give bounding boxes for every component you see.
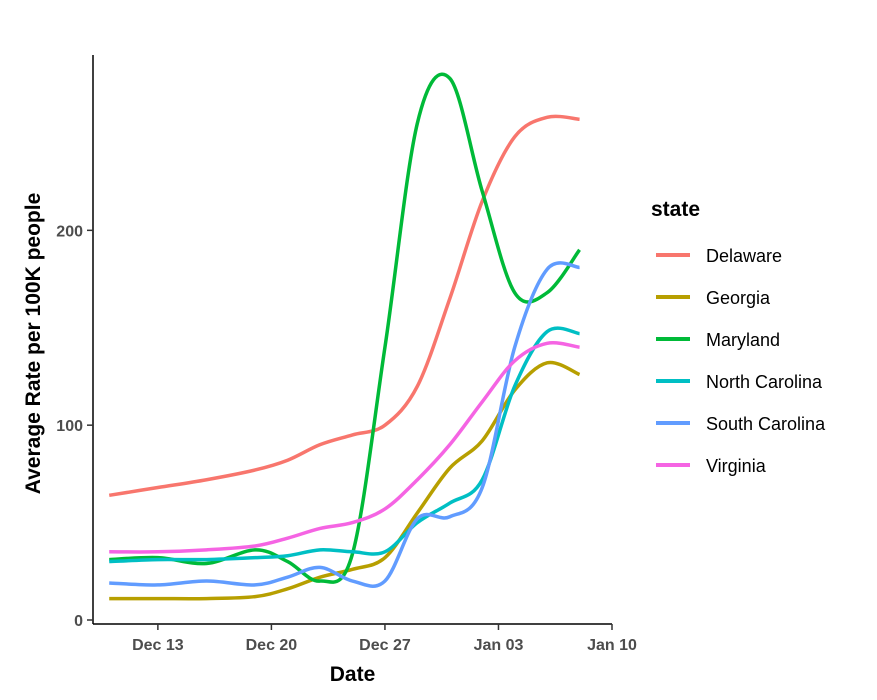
y-tick-label: 200 bbox=[56, 223, 83, 240]
y-axis-ticks: 0 100 200 bbox=[56, 223, 93, 630]
legend-label-georgia: Georgia bbox=[706, 288, 771, 308]
x-tick-label: Dec 13 bbox=[132, 637, 184, 654]
series-lines bbox=[108, 72, 581, 601]
y-tick-label: 100 bbox=[56, 418, 83, 435]
series-line-virginia bbox=[109, 341, 580, 554]
y-tick-label: 0 bbox=[74, 613, 83, 630]
legend-title: state bbox=[651, 198, 700, 221]
legend-label-maryland: Maryland bbox=[706, 330, 780, 350]
legend-label-virginia: Virginia bbox=[706, 456, 767, 476]
x-tick-label: Dec 27 bbox=[359, 637, 411, 654]
y-axis-title: Average Rate per 100K people bbox=[22, 193, 45, 495]
x-tick-label: Dec 20 bbox=[246, 637, 298, 654]
legend-label-delaware: Delaware bbox=[706, 246, 782, 266]
legend-items: Delaware Georgia Maryland North Carolina Sou… bbox=[656, 246, 826, 476]
x-axis-title: Date bbox=[330, 663, 376, 686]
legend-label-south-carolina: South Carolina bbox=[706, 414, 826, 434]
x-tick-label: Jan 03 bbox=[474, 637, 524, 654]
x-tick-label: Jan 10 bbox=[587, 637, 637, 654]
series-line-south-carolina bbox=[109, 261, 580, 588]
series-line-delaware bbox=[108, 114, 580, 498]
legend-label-north-carolina: North Carolina bbox=[706, 372, 823, 392]
x-axis-ticks: Dec 13 Dec 20 Dec 27 Jan 03 Jan 10 bbox=[132, 624, 637, 654]
series-line-maryland bbox=[109, 72, 581, 584]
series-line-north-carolina bbox=[109, 326, 580, 564]
legend: state Delaware Georgia Maryland North Carol… bbox=[651, 198, 826, 476]
